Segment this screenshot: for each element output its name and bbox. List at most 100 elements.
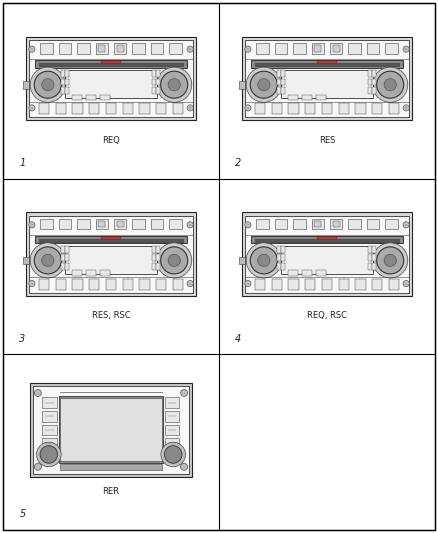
Circle shape (35, 463, 42, 470)
Circle shape (161, 71, 188, 98)
Bar (89, 279, 99, 290)
Bar (29, 215, 193, 293)
Bar (239, 256, 245, 264)
Bar (242, 37, 412, 120)
Bar (332, 45, 340, 52)
Circle shape (29, 222, 35, 228)
Bar (169, 43, 182, 54)
Bar (255, 279, 265, 290)
Bar (65, 70, 69, 77)
Circle shape (373, 243, 408, 278)
Bar (281, 70, 373, 98)
Bar (152, 263, 155, 270)
Bar (59, 43, 71, 54)
Bar (312, 43, 324, 54)
Bar (106, 279, 116, 290)
Bar (61, 70, 64, 77)
Bar (59, 219, 71, 230)
Bar (372, 279, 382, 290)
Bar (40, 219, 53, 230)
Bar (367, 219, 379, 230)
Bar (99, 270, 110, 276)
Bar (315, 270, 326, 276)
Bar (132, 219, 145, 230)
Bar (165, 438, 180, 449)
Bar (30, 383, 192, 477)
Bar (156, 103, 166, 114)
Bar (339, 103, 349, 114)
Circle shape (164, 446, 182, 463)
Bar (65, 263, 69, 270)
Circle shape (35, 390, 42, 397)
Bar (42, 425, 57, 435)
Bar (61, 78, 64, 85)
Bar (277, 78, 281, 85)
Bar (85, 270, 96, 276)
Circle shape (36, 442, 61, 467)
Circle shape (403, 222, 409, 228)
Bar (305, 103, 315, 114)
Bar (368, 70, 372, 77)
Bar (288, 279, 299, 290)
Bar (368, 263, 372, 270)
Bar (39, 63, 184, 66)
Bar (152, 254, 155, 261)
Bar (332, 221, 340, 227)
Bar (165, 411, 180, 422)
Bar (281, 70, 285, 77)
Text: 1: 1 (19, 158, 25, 168)
Circle shape (187, 105, 193, 111)
Bar (61, 254, 64, 261)
Bar (256, 219, 269, 230)
Bar (281, 87, 285, 94)
Bar (277, 263, 281, 270)
Bar (152, 78, 155, 85)
Text: 4: 4 (235, 334, 242, 344)
Bar (301, 270, 312, 276)
Bar (372, 254, 376, 261)
Circle shape (377, 71, 404, 98)
Bar (71, 270, 82, 276)
Circle shape (34, 247, 61, 274)
Bar (26, 213, 196, 296)
Bar (277, 70, 281, 77)
Circle shape (384, 79, 396, 91)
Bar (42, 411, 57, 422)
Bar (288, 103, 299, 114)
Circle shape (250, 71, 277, 98)
Bar (385, 219, 398, 230)
Bar (385, 43, 398, 54)
Bar (29, 40, 193, 117)
Bar (117, 45, 124, 52)
Circle shape (250, 247, 277, 274)
Bar (23, 256, 29, 264)
Bar (368, 254, 372, 261)
Bar (98, 221, 106, 227)
Circle shape (245, 105, 251, 111)
Bar (372, 103, 382, 114)
Bar (165, 425, 180, 435)
Bar (281, 246, 373, 273)
Bar (245, 40, 409, 117)
Bar (255, 103, 265, 114)
Circle shape (187, 222, 193, 228)
Bar (156, 70, 160, 77)
Bar (152, 87, 155, 94)
Bar (301, 95, 312, 100)
Bar (42, 438, 57, 449)
Bar (61, 263, 64, 270)
Circle shape (245, 46, 251, 52)
Bar (72, 103, 82, 114)
Bar (315, 95, 326, 100)
Bar (156, 254, 160, 261)
Circle shape (258, 79, 270, 91)
Bar (65, 246, 157, 273)
Text: 5: 5 (19, 509, 25, 519)
Bar (56, 103, 66, 114)
Text: RES: RES (319, 135, 335, 144)
Bar (33, 386, 189, 474)
Bar (239, 81, 245, 88)
Circle shape (245, 222, 251, 228)
Bar (339, 279, 349, 290)
Bar (72, 279, 82, 290)
